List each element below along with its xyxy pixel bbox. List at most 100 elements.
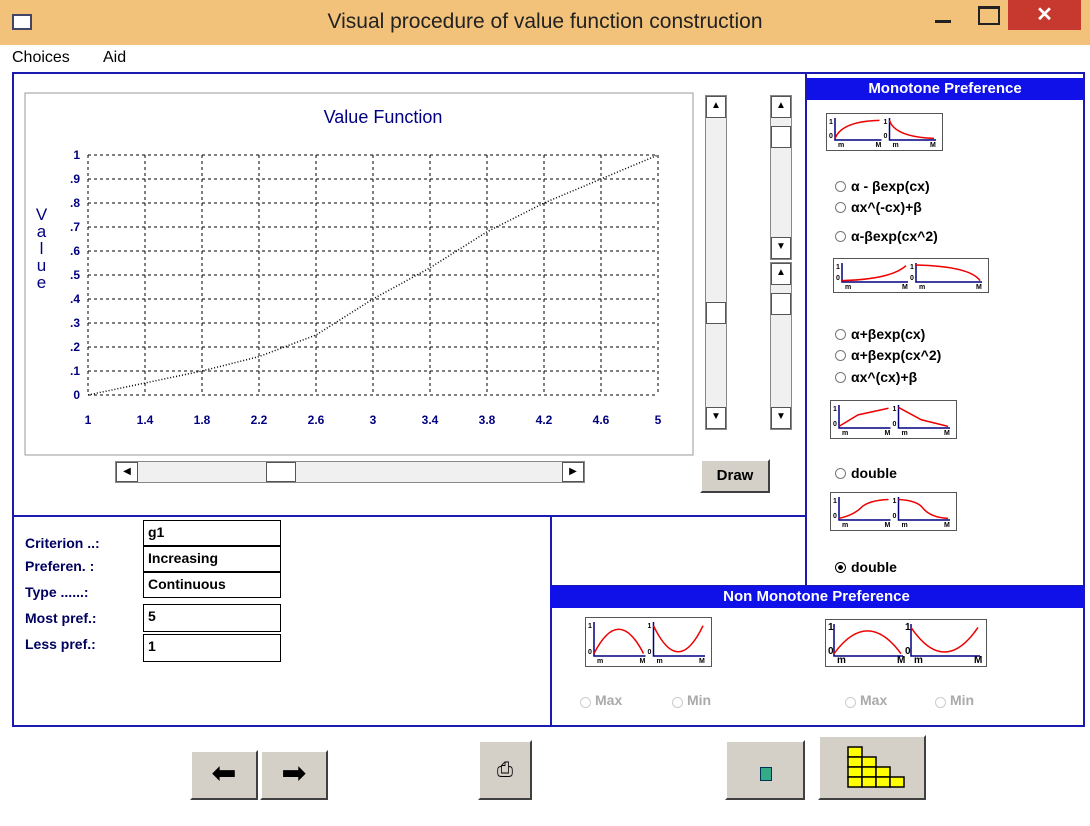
draw-button[interactable]: Draw [700, 459, 770, 493]
x-tick-label: 4.6 [593, 413, 610, 427]
thumb-label: m [838, 142, 844, 149]
scroll-down[interactable]: ▼ [706, 407, 726, 429]
field-value[interactable]: 5 [143, 604, 281, 632]
x-tick-label: 1.8 [194, 413, 211, 427]
x-tick-label: 5 [655, 413, 662, 427]
thumb-label: m [902, 522, 908, 529]
option-label[interactable]: Max [595, 692, 623, 708]
thumb-label: m [845, 284, 851, 291]
thumb-label: M [976, 284, 982, 291]
thumb-curve [890, 120, 935, 138]
scroll-right[interactable]: ▶ [562, 462, 584, 482]
y-tick-label: 1 [73, 148, 80, 162]
thumb-label: m [597, 658, 603, 665]
menu-item[interactable]: Choices [12, 49, 70, 66]
field-label: Less pref.: [25, 636, 96, 652]
scrollbar[interactable]: ▲ ▼ [770, 95, 792, 260]
title-bar: Visual procedure of value function const… [0, 0, 1090, 45]
y-tick-label: .9 [70, 172, 80, 186]
thumb-curve [839, 408, 889, 426]
option-label[interactable]: Min [687, 692, 712, 708]
thumb-label: 0 [829, 133, 833, 140]
thumb-label: M [902, 284, 908, 291]
scroll-thumb[interactable] [771, 293, 791, 315]
y-tick-label: .6 [70, 244, 80, 258]
thumb-axes [834, 118, 882, 141]
scrollbar[interactable]: ◀ ▶ [115, 461, 585, 483]
radio-button[interactable] [835, 329, 846, 340]
y-tick-label: .4 [70, 292, 80, 306]
x-tick-label: 2.6 [308, 413, 325, 427]
radio-button[interactable] [835, 468, 846, 479]
scroll-up[interactable]: ▲ [706, 96, 726, 118]
thumb-label: M [885, 522, 891, 529]
option-label[interactable]: double [851, 559, 897, 575]
radio-button[interactable] [835, 372, 846, 383]
chart-frame [24, 92, 694, 456]
minimize-button[interactable] [935, 20, 951, 23]
chart-title: Value Function [324, 107, 443, 127]
thumb-label: m [893, 142, 899, 149]
field-value[interactable]: Increasing [143, 546, 281, 572]
thumb-axes [841, 263, 908, 283]
y-tick-label: .8 [70, 196, 80, 210]
option-label[interactable]: α-βexp(cx^2) [851, 228, 938, 244]
thumb-label: m [902, 430, 908, 437]
scroll-thumb[interactable] [706, 302, 726, 324]
previous-button[interactable]: ⬅ [190, 750, 258, 800]
option-label[interactable]: αx^(-cx)+β [851, 199, 922, 215]
thumb-label: 1 [648, 623, 652, 630]
close-button[interactable]: ✕ [1008, 0, 1081, 30]
radio-button[interactable] [845, 697, 856, 708]
field-value[interactable]: 1 [143, 634, 281, 662]
x-tick-label: 2.2 [251, 413, 268, 427]
y-tick-label: .3 [70, 316, 80, 330]
field-value[interactable]: Continuous [143, 572, 281, 598]
scroll-down[interactable]: ▼ [771, 407, 791, 429]
radio-button[interactable] [672, 697, 683, 708]
scroll-thumb[interactable] [266, 462, 296, 482]
wall-button[interactable] [818, 735, 926, 800]
thumb-label: 1 [828, 622, 834, 633]
scroll-up[interactable]: ▲ [771, 263, 791, 285]
next-button[interactable]: ➡ [260, 750, 328, 800]
thumb-label: 0 [893, 513, 897, 520]
scroll-left[interactable]: ◀ [116, 462, 138, 482]
x-tick-label: 1.4 [137, 413, 154, 427]
radio-button[interactable] [835, 202, 846, 213]
window-title: Visual procedure of value function const… [327, 10, 763, 33]
radio-button[interactable] [580, 697, 591, 708]
option-label[interactable]: Min [950, 692, 975, 708]
option-label[interactable]: α+βexp(cx) [851, 326, 926, 342]
field-value[interactable]: g1 [143, 520, 281, 546]
radio-button[interactable] [835, 350, 846, 361]
radio-button[interactable] [835, 181, 846, 192]
thumb-curve [594, 629, 644, 653]
thumb-label: 0 [828, 646, 834, 657]
thumb-curve [654, 626, 704, 652]
y-tick-label: .7 [70, 220, 80, 234]
scroll-up[interactable]: ▲ [771, 96, 791, 118]
option-label[interactable]: Max [860, 692, 888, 708]
thumb-axes [838, 497, 891, 521]
tool-button[interactable] [725, 740, 805, 800]
scrollbar[interactable]: ▲ ▼ [705, 95, 727, 430]
print-button[interactable]: ⎙ [478, 740, 532, 800]
option-label[interactable]: αx^(cx)+β [851, 369, 918, 385]
thumb-label: 0 [833, 513, 837, 520]
option-label[interactable]: α+βexp(cx^2) [851, 347, 942, 363]
thumb-label: m [842, 430, 848, 437]
option-label[interactable]: α - βexp(cx) [851, 178, 930, 194]
scroll-down[interactable]: ▼ [771, 237, 791, 259]
radio-button[interactable] [835, 231, 846, 242]
radio-button[interactable] [835, 562, 846, 573]
radio-button[interactable] [935, 697, 946, 708]
thumb-label: 0 [905, 646, 911, 657]
menu-item[interactable]: Aid [103, 49, 127, 66]
option-label[interactable]: double [851, 465, 897, 481]
thumb-label: M [876, 142, 882, 149]
thumb-label: M [885, 430, 891, 437]
scroll-thumb[interactable] [771, 126, 791, 148]
maximize-button[interactable] [978, 6, 1000, 25]
scrollbar[interactable]: ▲ ▼ [770, 262, 792, 430]
